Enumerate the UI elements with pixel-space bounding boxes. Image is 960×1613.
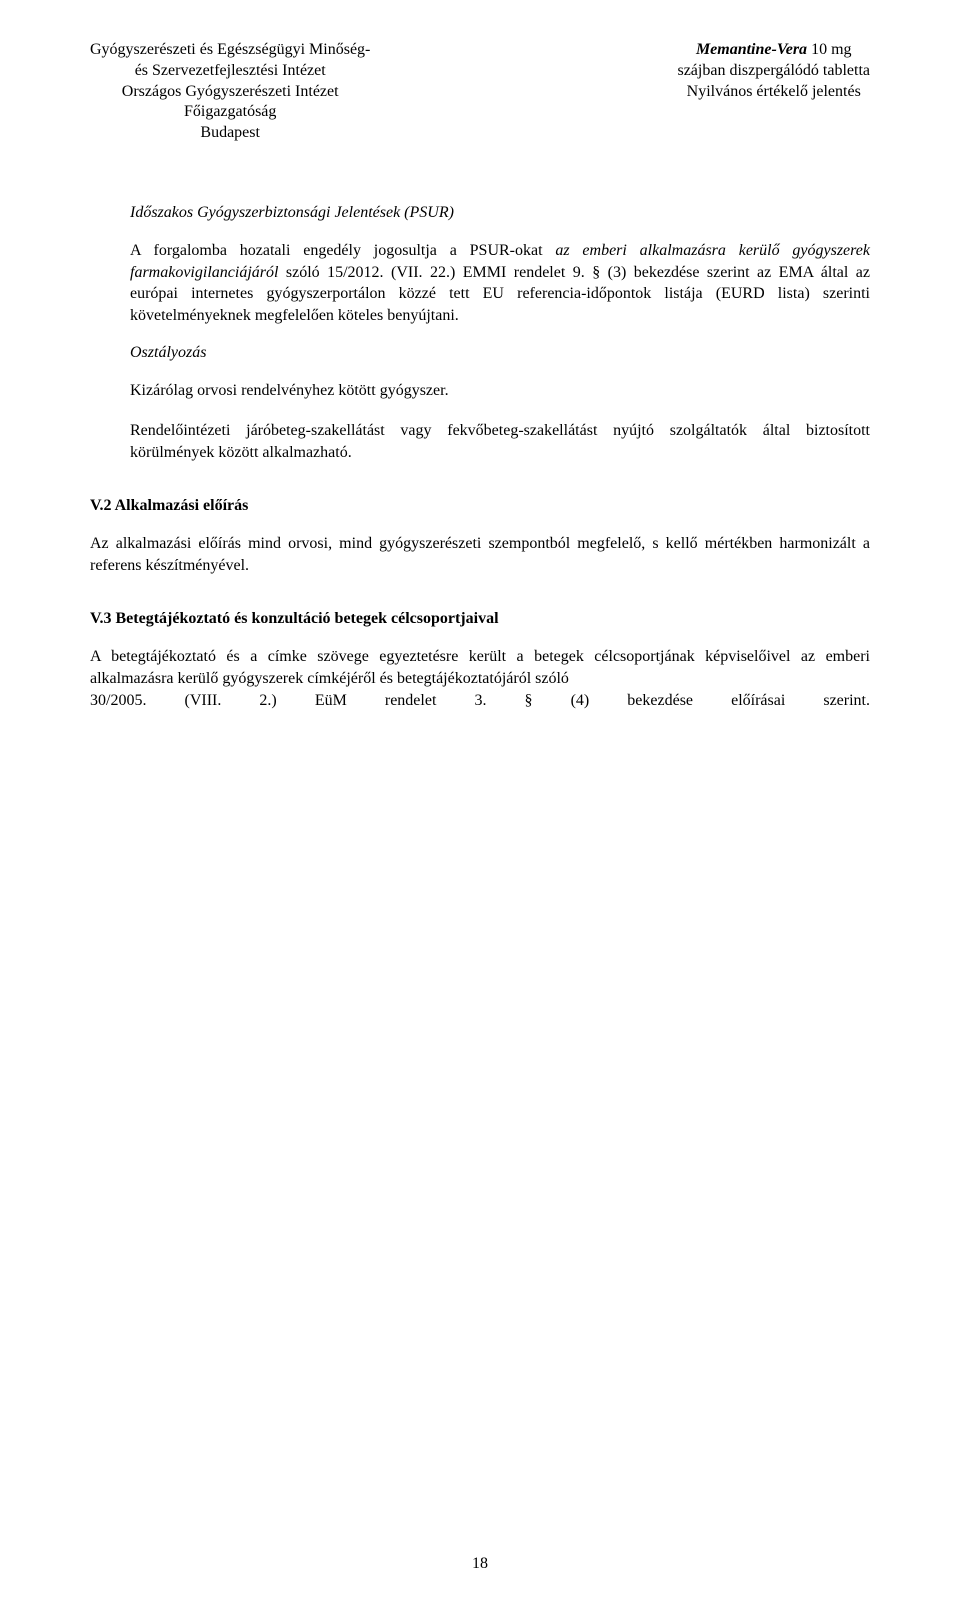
header-right-block: Memantine-Vera 10 mg szájban diszpergáló… xyxy=(677,40,870,102)
header-left-line: Főigazgatóság xyxy=(90,102,370,123)
psur-paragraph: A forgalomba hozatali engedély jogosultj… xyxy=(130,240,870,326)
v3-heading: V.3 Betegtájékoztató és konzultáció bete… xyxy=(90,610,870,628)
product-strength: 10 mg xyxy=(807,41,851,58)
header-right-line: Nyilvános értékelő jelentés xyxy=(677,82,870,103)
header-left-line: Budapest xyxy=(90,123,370,144)
header-left-line: Gyógyszerészeti és Egészségügyi Minőség- xyxy=(90,40,370,61)
page-header: Gyógyszerészeti és Egészségügyi Minőség-… xyxy=(90,40,870,144)
header-left-block: Gyógyszerészeti és Egészségügyi Minőség-… xyxy=(90,40,370,144)
header-product-line: Memantine-Vera 10 mg xyxy=(677,40,870,61)
page-number: 18 xyxy=(0,1555,960,1573)
v2-heading: V.2 Alkalmazási előírás xyxy=(90,497,870,515)
osztalyozas-p2: Rendelőintézeti járóbeteg-szakellátást v… xyxy=(130,420,870,463)
v3-paragraph-1: A betegtájékoztató és a címke szövege eg… xyxy=(90,646,870,689)
osztalyozas-title: Osztályozás xyxy=(130,344,870,362)
document-page: Gyógyszerészeti és Egészségügyi Minőség-… xyxy=(0,0,960,1613)
header-right-line: szájban diszpergálódó tabletta xyxy=(677,61,870,82)
psur-section-title: Időszakos Gyógyszerbiztonsági Jelentések… xyxy=(130,204,870,222)
header-left-line: Országos Gyógyszerészeti Intézet xyxy=(90,82,370,103)
product-name: Memantine-Vera xyxy=(696,41,807,58)
header-left-line: és Szervezetfejlesztési Intézet xyxy=(90,61,370,82)
osztalyozas-p1: Kizárólag orvosi rendelvényhez kötött gy… xyxy=(130,380,870,402)
v3-paragraph-2: 30/2005. (VIII. 2.) EüM rendelet 3. § (4… xyxy=(90,690,870,712)
v2-paragraph: Az alkalmazási előírás mind orvosi, mind… xyxy=(90,533,870,576)
psur-text-pre: A forgalomba hozatali engedély jogosultj… xyxy=(130,242,555,259)
